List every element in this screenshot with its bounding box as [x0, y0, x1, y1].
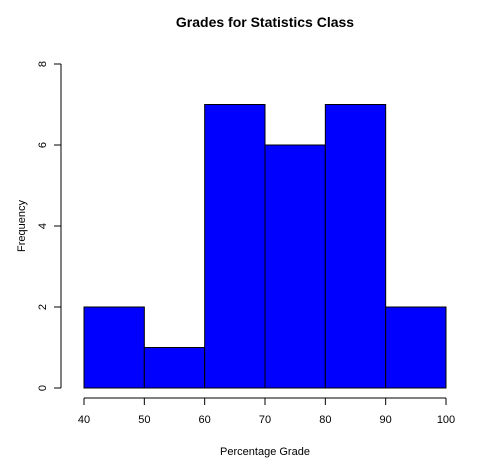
x-tick-label: 90 — [380, 414, 392, 426]
chart-title: Grades for Statistics Class — [176, 14, 354, 30]
x-tick-label: 50 — [138, 414, 150, 426]
histogram-bar-40-50 — [83, 306, 145, 389]
histogram-bar-90-100 — [385, 306, 447, 389]
histogram-bar-60-70 — [204, 104, 266, 389]
x-ticks-group: 40 50 60 70 80 90 100 — [78, 398, 455, 426]
x-tick-label: 70 — [259, 414, 271, 426]
y-tick-label: 6 — [37, 142, 49, 148]
y-tick-label: 2 — [37, 304, 49, 310]
x-tick-label: 60 — [199, 414, 211, 426]
y-tick-label: 4 — [37, 223, 49, 229]
histogram-bar-50-60 — [143, 347, 206, 389]
y-tick-label: 8 — [37, 61, 49, 67]
x-axis-label: Percentage Grade — [220, 446, 310, 458]
x-tick-label: 40 — [78, 414, 90, 426]
y-tick-label: 0 — [37, 385, 49, 391]
x-tick-label: 80 — [319, 414, 331, 426]
y-ticks-group: 0 2 4 6 8 — [37, 61, 61, 391]
y-axis-label: Frequency — [16, 200, 28, 252]
histogram-bar-80-90 — [324, 104, 387, 389]
x-tick-label: 100 — [437, 414, 455, 426]
histogram-bar-70-80 — [264, 144, 326, 389]
bars-group — [83, 104, 447, 389]
